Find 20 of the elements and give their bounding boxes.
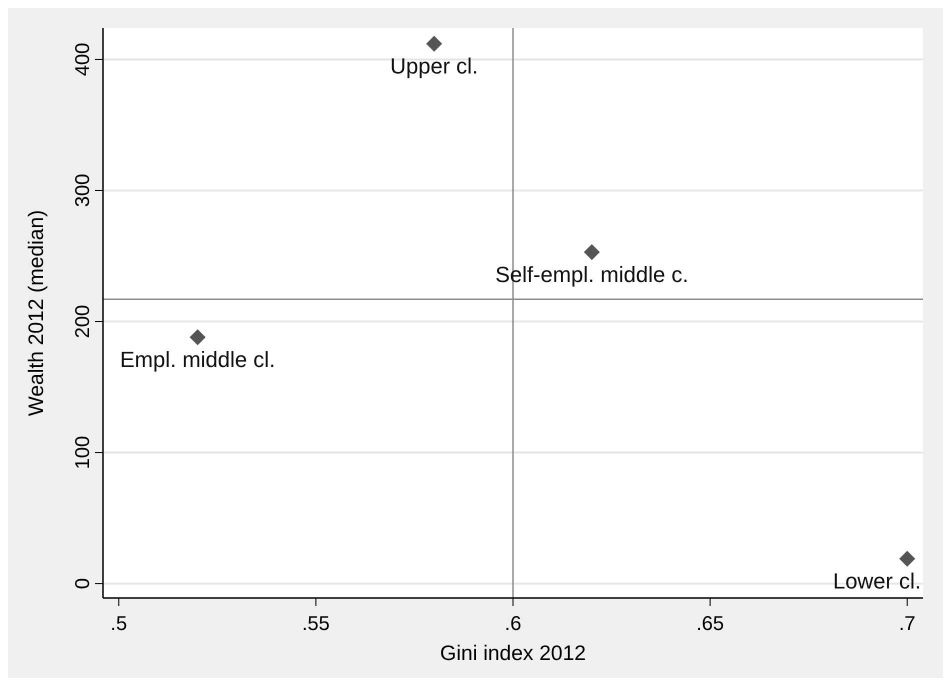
- point: [426, 36, 442, 52]
- annotation: Empl. middle cl.: [120, 347, 276, 372]
- y-tick-label: 100: [72, 436, 94, 470]
- point: [190, 329, 206, 346]
- y-tick-label: 300: [72, 174, 94, 208]
- x-tick-label: .5: [110, 613, 128, 635]
- x-tick-label: .7: [898, 613, 916, 635]
- annotation: Self-empl. middle c.: [495, 262, 688, 288]
- y-tick-label: 200: [72, 304, 94, 338]
- point: [584, 244, 600, 260]
- y-tick-label: 400: [72, 42, 94, 76]
- point: [899, 550, 916, 567]
- y-axis-title: Wealth 2012 (median): [25, 210, 48, 416]
- x-tick-label: .6: [504, 613, 522, 635]
- annotation: Lower cl.: [832, 568, 921, 594]
- x-axis-title: Gini index 2012: [440, 642, 586, 665]
- annotation: Upper cl.: [390, 54, 478, 79]
- x-tick-label: .55: [302, 613, 330, 635]
- x-tick-label: .65: [696, 613, 724, 635]
- y-tick-label: 0: [72, 578, 94, 590]
